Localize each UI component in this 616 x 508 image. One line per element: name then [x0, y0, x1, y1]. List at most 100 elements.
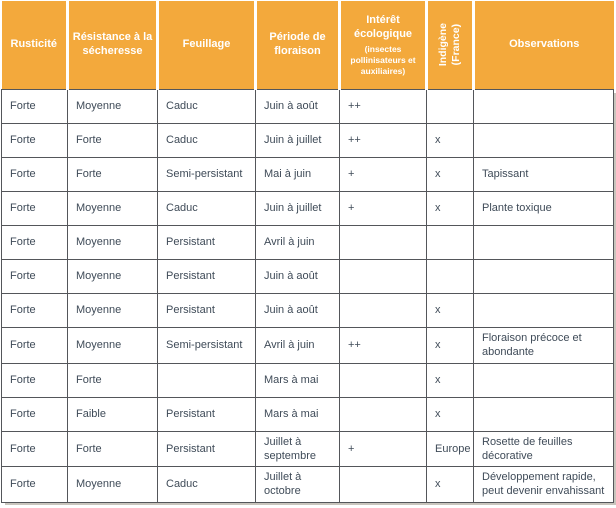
cell-indigene: Europe [426, 430, 474, 468]
table-row: Forte Moyenne Caduc Juin à août ++ [1, 89, 614, 124]
cell-rusticite: Forte [1, 191, 68, 226]
cell-resistance-secheresse: Forte [67, 362, 158, 398]
header-resistance-secheresse: Résistance à la sécheresse [66, 1, 159, 90]
table-row: Forte Moyenne Persistant Juin à août x [1, 293, 614, 328]
cell-periode-floraison: Mai à juin [255, 157, 340, 192]
cell-observations: Tapissant [473, 157, 614, 192]
cell-periode-floraison: Juillet à septembre [255, 430, 340, 468]
cell-observations: Floraison précoce et abondante [473, 327, 614, 364]
cell-indigene [426, 89, 474, 124]
table-row: Forte Moyenne Semi-persistant Avril à ju… [1, 327, 614, 364]
cell-indigene: x [426, 327, 474, 364]
cell-observations [473, 123, 614, 158]
cell-feuillage: Persistant [157, 225, 256, 260]
cell-observations [473, 396, 614, 432]
cell-resistance-secheresse: Moyenne [67, 259, 158, 294]
cell-rusticite: Forte [1, 327, 68, 364]
cell-periode-floraison: Mars à mai [255, 396, 340, 432]
cell-interet-ecologique [339, 293, 427, 328]
cell-indigene: x [426, 362, 474, 398]
cell-rusticite: Forte [1, 259, 68, 294]
header-interet-label: Intérêt écologique [353, 13, 413, 40]
vertical-text-wrapper: Indigène (France) [431, 4, 469, 86]
table-row: Forte Moyenne Caduc Juin à juillet + x P… [1, 191, 614, 226]
header-interet-ecologique: Intérêt écologique (insectes pollinisate… [338, 1, 428, 90]
cell-feuillage: Caduc [157, 191, 256, 226]
cell-periode-floraison: Mars à mai [255, 362, 340, 398]
cell-rusticite: Forte [1, 157, 68, 192]
cell-rusticite: Forte [1, 293, 68, 328]
cell-resistance-secheresse: Moyenne [67, 293, 158, 328]
cell-rusticite: Forte [1, 225, 68, 260]
cell-resistance-secheresse: Moyenne [67, 191, 158, 226]
cell-periode-floraison: Juin à juillet [255, 123, 340, 158]
cell-periode-floraison: Avril à juin [255, 327, 340, 364]
cell-observations [473, 225, 614, 260]
cell-periode-floraison: Juin à juillet [255, 191, 340, 226]
cell-rusticite: Forte [1, 89, 68, 124]
table-header: Rusticité Résistance à la sécheresse Feu… [1, 1, 614, 90]
cell-rusticite: Forte [1, 430, 68, 468]
cell-resistance-secheresse: Moyenne [67, 466, 158, 503]
cell-feuillage: Persistant [157, 293, 256, 328]
cell-observations: Développement rapide, peut devenir envah… [473, 466, 614, 503]
cell-interet-ecologique [339, 225, 427, 260]
cell-interet-ecologique [339, 396, 427, 432]
table-row: Forte Forte Persistant Juillet à septemb… [1, 430, 614, 468]
cell-resistance-secheresse: Forte [67, 430, 158, 468]
header-observations: Observations [472, 1, 614, 90]
cell-interet-ecologique: + [339, 191, 427, 226]
cell-interet-ecologique [339, 466, 427, 503]
cell-indigene: x [426, 396, 474, 432]
cell-periode-floraison: Juin à août [255, 293, 340, 328]
cell-resistance-secheresse: Moyenne [67, 327, 158, 364]
header-feuillage: Feuillage [156, 1, 257, 90]
cell-rusticite: Forte [1, 396, 68, 432]
cell-periode-floraison: Juillet à octobre [255, 466, 340, 503]
header-row: Rusticité Résistance à la sécheresse Feu… [1, 1, 614, 90]
header-periode-floraison: Période de floraison [254, 1, 341, 90]
cell-resistance-secheresse: Faible [67, 396, 158, 432]
cell-interet-ecologique: + [339, 157, 427, 192]
cell-resistance-secheresse: Forte [67, 123, 158, 158]
cell-observations [473, 89, 614, 124]
cell-rusticite: Forte [1, 123, 68, 158]
cell-feuillage [157, 362, 256, 398]
cell-indigene: x [426, 123, 474, 158]
cell-feuillage: Persistant [157, 430, 256, 468]
cell-feuillage: Caduc [157, 466, 256, 503]
cell-feuillage: Persistant [157, 259, 256, 294]
cell-feuillage: Caduc [157, 123, 256, 158]
cell-resistance-secheresse: Moyenne [67, 225, 158, 260]
table-row: Forte Forte Semi-persistant Mai à juin +… [1, 157, 614, 192]
cell-observations: Plante toxique [473, 191, 614, 226]
cell-interet-ecologique [339, 259, 427, 294]
table-row: Forte Moyenne Persistant Juin à août [1, 259, 614, 294]
header-indigene-line1: Indigène [437, 23, 450, 67]
cell-interet-ecologique: ++ [339, 327, 427, 364]
cell-observations: Rosette de feuilles décorative [473, 430, 614, 468]
cell-feuillage: Semi-persistant [157, 157, 256, 192]
cell-observations [473, 362, 614, 398]
cell-observations [473, 259, 614, 294]
cell-observations [473, 293, 614, 328]
cell-rusticite: Forte [1, 466, 68, 503]
table-row: Forte Moyenne Persistant Avril à juin [1, 225, 614, 260]
cell-interet-ecologique [339, 362, 427, 398]
header-indigene-line2: (France) [450, 24, 463, 66]
vertical-text: Indigène (France) [437, 23, 462, 66]
header-indigene-france: Indigène (France) [425, 1, 475, 90]
table-row: Forte Forte Mars à mai x [1, 362, 614, 398]
table-body: Forte Moyenne Caduc Juin à août ++ Forte… [1, 89, 614, 503]
cell-periode-floraison: Juin à août [255, 259, 340, 294]
table-row: Forte Forte Caduc Juin à juillet ++ x [1, 123, 614, 158]
table-row: Forte Moyenne Caduc Juillet à octobre x … [1, 466, 614, 503]
cell-feuillage: Caduc [157, 89, 256, 124]
header-rusticite: Rusticité [1, 1, 69, 90]
cell-indigene: x [426, 191, 474, 226]
cell-feuillage: Semi-persistant [157, 327, 256, 364]
cell-indigene: x [426, 293, 474, 328]
cell-interet-ecologique: ++ [339, 123, 427, 158]
